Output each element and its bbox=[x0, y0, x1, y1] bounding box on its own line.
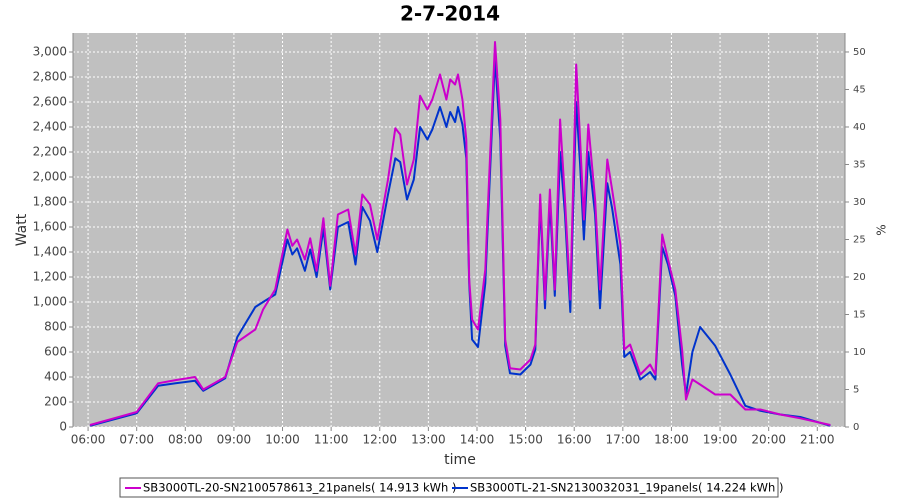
y-tick-label: 3,000 bbox=[33, 45, 67, 59]
chart-title: 2-7-2014 bbox=[400, 2, 500, 26]
y-tick-label: 2,600 bbox=[33, 95, 67, 109]
y2-tick-label: 0 bbox=[853, 422, 859, 433]
legend-label: SB3000TL-21-SN2130032031_19panels( 14.22… bbox=[470, 481, 783, 495]
x-tick-label: 07:00 bbox=[119, 433, 154, 447]
y2-axis-label: % bbox=[875, 224, 889, 235]
y-tick-label: 1,600 bbox=[33, 220, 67, 234]
y2-tick-label: 10 bbox=[853, 347, 866, 358]
y-tick-label: 800 bbox=[44, 320, 67, 334]
x-tick-label: 09:00 bbox=[217, 433, 252, 447]
x-tick-label: 06:00 bbox=[71, 433, 106, 447]
legend-label: SB3000TL-20-SN2100578613_21panels( 14.91… bbox=[143, 481, 456, 495]
y-tick-label: 200 bbox=[44, 395, 67, 409]
y-tick-label: 1,800 bbox=[33, 195, 67, 209]
x-tick-label: 14:00 bbox=[460, 433, 495, 447]
y-tick-label: 2,200 bbox=[33, 145, 67, 159]
y-tick-label: 2,800 bbox=[33, 70, 67, 84]
y2-tick-label: 35 bbox=[853, 159, 866, 170]
plot-area bbox=[73, 33, 845, 427]
x-tick-label: 11:00 bbox=[314, 433, 349, 447]
series-line bbox=[89, 57, 831, 427]
y-tick-label: 1,400 bbox=[33, 245, 67, 259]
x-tick-label: 17:00 bbox=[606, 433, 641, 447]
y-tick-label: 2,400 bbox=[33, 120, 67, 134]
y2-tick-label: 45 bbox=[853, 84, 866, 95]
y2-tick-label: 25 bbox=[853, 234, 866, 245]
x-tick-label: 21:00 bbox=[800, 433, 835, 447]
y2-tick-label: 15 bbox=[853, 309, 866, 320]
x-tick-label: 16:00 bbox=[557, 433, 592, 447]
x-tick-label: 15:00 bbox=[508, 433, 543, 447]
x-tick-label: 13:00 bbox=[411, 433, 446, 447]
y-tick-label: 1,000 bbox=[33, 295, 67, 309]
x-tick-label: 19:00 bbox=[703, 433, 738, 447]
y2-tick-label: 50 bbox=[853, 47, 866, 58]
y-tick-label: 400 bbox=[44, 370, 67, 384]
y-tick-label: 600 bbox=[44, 345, 67, 359]
series-line bbox=[89, 41, 831, 426]
x-tick-label: 12:00 bbox=[362, 433, 397, 447]
legend bbox=[119, 477, 779, 498]
x-tick-label: 18:00 bbox=[654, 433, 689, 447]
y-tick-label: 0 bbox=[59, 420, 67, 434]
x-tick-label: 20:00 bbox=[751, 433, 786, 447]
y2-tick-label: 5 bbox=[853, 384, 859, 395]
x-axis-label: time bbox=[444, 452, 476, 468]
x-tick-label: 08:00 bbox=[168, 433, 203, 447]
y2-tick-label: 40 bbox=[853, 122, 866, 133]
x-tick-label: 10:00 bbox=[265, 433, 300, 447]
y2-tick-label: 30 bbox=[853, 197, 866, 208]
y-tick-label: 1,200 bbox=[33, 270, 67, 284]
y-tick-label: 2,000 bbox=[33, 170, 67, 184]
y2-tick-label: 20 bbox=[853, 272, 866, 283]
y-axis-label: Watt bbox=[14, 213, 30, 246]
